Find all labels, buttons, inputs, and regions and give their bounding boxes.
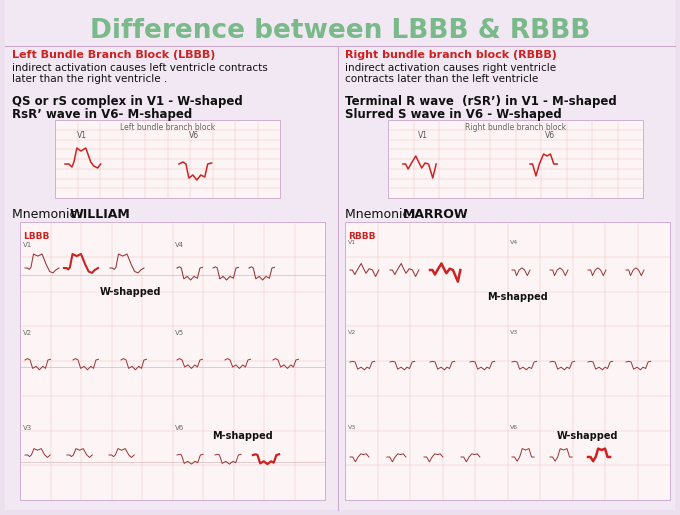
Bar xyxy=(345,222,670,500)
Text: V5: V5 xyxy=(175,330,184,336)
Text: indirect activation causes right ventricle: indirect activation causes right ventric… xyxy=(345,63,556,73)
Text: V3: V3 xyxy=(348,425,356,430)
Text: Left bundle branch block: Left bundle branch block xyxy=(120,123,215,132)
Text: W-shapped: W-shapped xyxy=(557,431,619,441)
Bar xyxy=(55,120,280,198)
Text: V2: V2 xyxy=(348,330,356,335)
Text: WILLIAM: WILLIAM xyxy=(70,208,131,221)
Text: V6: V6 xyxy=(189,131,199,140)
Text: Terminal R wave  (rSR’) in V1 - M-shaped: Terminal R wave (rSR’) in V1 - M-shaped xyxy=(345,95,617,108)
Text: V6: V6 xyxy=(510,425,518,430)
Text: Mnemonic:: Mnemonic: xyxy=(12,208,85,221)
Text: V6: V6 xyxy=(175,425,184,431)
Text: later than the right ventricle .: later than the right ventricle . xyxy=(12,74,167,84)
Text: V1: V1 xyxy=(418,131,428,140)
Text: V4: V4 xyxy=(175,242,184,248)
Text: contracts later than the left ventricle: contracts later than the left ventricle xyxy=(345,74,539,84)
Text: M-shapped: M-shapped xyxy=(487,292,548,302)
Text: Mnemonic:: Mnemonic: xyxy=(345,208,418,221)
Text: LBBB: LBBB xyxy=(23,232,50,241)
Text: V1: V1 xyxy=(77,131,87,140)
Text: V6: V6 xyxy=(545,131,555,140)
Text: QS or rS complex in V1 - W-shaped: QS or rS complex in V1 - W-shaped xyxy=(12,95,243,108)
Bar xyxy=(20,222,325,500)
Text: V1: V1 xyxy=(23,242,32,248)
Text: Left Bundle Branch Block (LBBB): Left Bundle Branch Block (LBBB) xyxy=(12,50,216,60)
Bar xyxy=(388,120,643,198)
Text: MARROW: MARROW xyxy=(403,208,469,221)
Text: Slurred S wave in V6 - W-shaped: Slurred S wave in V6 - W-shaped xyxy=(345,108,562,121)
Text: RsR’ wave in V6- M-shaped: RsR’ wave in V6- M-shaped xyxy=(12,108,192,121)
Text: Difference between LBBB & RBBB: Difference between LBBB & RBBB xyxy=(90,18,590,44)
Text: V2: V2 xyxy=(23,330,32,336)
Text: M-shapped: M-shapped xyxy=(212,431,273,441)
Text: V4: V4 xyxy=(510,240,518,245)
Text: Right bundle branch block (RBBB): Right bundle branch block (RBBB) xyxy=(345,50,557,60)
Text: V3: V3 xyxy=(510,330,518,335)
Text: indirect activation causes left ventricle contracts: indirect activation causes left ventricl… xyxy=(12,63,268,73)
Text: RBBB: RBBB xyxy=(348,232,375,241)
Text: W-shapped: W-shapped xyxy=(100,287,162,297)
Text: V1: V1 xyxy=(348,240,356,245)
Text: Right bundle branch block: Right bundle branch block xyxy=(465,123,566,132)
Text: V3: V3 xyxy=(23,425,32,431)
